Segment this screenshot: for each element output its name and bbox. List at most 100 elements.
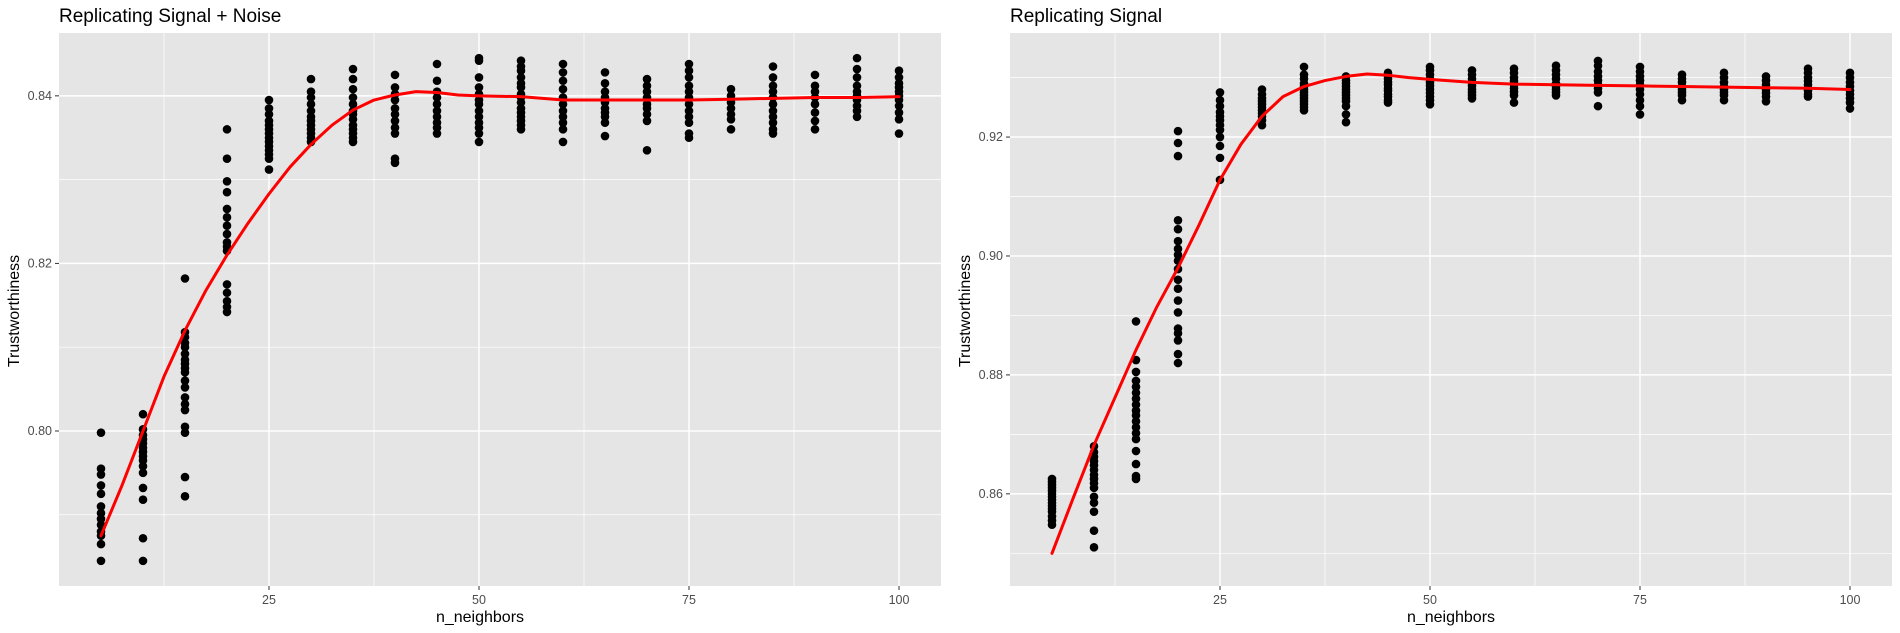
x-tick-label: 100	[889, 593, 910, 607]
data-point	[1215, 153, 1225, 163]
data-point	[558, 125, 568, 134]
data-point	[726, 84, 736, 94]
data-point	[138, 483, 148, 493]
data-point	[1173, 236, 1183, 246]
plot-panel-background	[59, 33, 941, 586]
data-point	[138, 461, 148, 471]
data-point	[222, 204, 232, 214]
data-point	[306, 93, 316, 102]
data-point	[642, 74, 652, 84]
data-point	[894, 66, 904, 76]
y-tick-label: 0.90	[979, 249, 1003, 263]
data-point	[1341, 117, 1351, 127]
data-point	[684, 66, 694, 76]
data-point	[180, 405, 190, 415]
data-point	[1131, 394, 1141, 403]
data-point	[1215, 95, 1225, 105]
data-point	[1173, 308, 1183, 317]
data-point	[474, 129, 484, 138]
data-point	[1173, 358, 1183, 368]
data-point	[1173, 126, 1183, 136]
data-point	[390, 129, 400, 138]
data-point	[222, 288, 232, 298]
data-point	[138, 556, 148, 566]
data-point	[1635, 89, 1645, 99]
data-point	[1089, 543, 1099, 552]
data-point	[1593, 101, 1603, 111]
data-point	[894, 115, 904, 124]
data-point	[96, 428, 106, 437]
data-point	[348, 99, 358, 109]
data-point	[348, 64, 358, 74]
data-point	[516, 66, 526, 76]
data-point	[1131, 428, 1141, 438]
data-point	[558, 76, 568, 86]
plot-panel-background	[1010, 33, 1892, 586]
data-point	[684, 59, 694, 69]
y-tick-label: 0.80	[28, 424, 52, 438]
data-point	[222, 125, 232, 134]
axes: 25 50 75 100 0.80 0.82 0.84	[28, 89, 910, 607]
data-point	[1173, 224, 1183, 234]
data-point	[1509, 91, 1519, 100]
data-point	[222, 280, 232, 289]
data-point	[558, 99, 568, 109]
data-point	[1467, 94, 1477, 103]
data-point	[1131, 400, 1141, 409]
data-point	[138, 495, 148, 504]
data-point	[96, 502, 106, 511]
data-point	[96, 481, 106, 490]
data-point	[768, 129, 778, 138]
data-point	[96, 470, 106, 479]
data-point	[1173, 296, 1183, 305]
data-point	[852, 73, 862, 82]
data-point	[1131, 459, 1141, 469]
data-point	[1089, 492, 1099, 502]
data-point	[1089, 507, 1099, 516]
data-point	[1593, 88, 1603, 97]
data-point	[852, 53, 862, 63]
data-point	[600, 118, 610, 127]
data-point	[810, 116, 820, 126]
data-point	[180, 383, 190, 392]
data-point	[474, 83, 484, 92]
data-point	[768, 99, 778, 109]
data-point	[180, 428, 190, 437]
data-point	[1047, 520, 1057, 530]
data-point	[894, 129, 904, 138]
data-point	[1761, 97, 1771, 106]
y-axis-title: Trustworthiness	[6, 255, 23, 367]
data-point	[306, 99, 316, 109]
smooth-trend-line	[99, 90, 901, 538]
data-point	[894, 101, 904, 111]
x-tick-label: 50	[472, 593, 486, 607]
x-tick-label: 25	[1213, 593, 1227, 607]
data-point	[1089, 526, 1099, 535]
data-point	[390, 70, 400, 80]
data-point	[1173, 284, 1183, 293]
data-point	[474, 137, 484, 147]
data-point	[1299, 62, 1309, 72]
data-point	[1677, 95, 1687, 105]
data-point	[180, 274, 190, 283]
data-point	[684, 99, 694, 109]
data-point	[306, 74, 316, 84]
data-point	[96, 539, 106, 549]
data-point	[390, 158, 400, 168]
data-point	[222, 229, 232, 239]
data-point	[558, 84, 568, 94]
y-tick-label: 0.84	[28, 89, 52, 103]
y-tick-label: 0.92	[979, 130, 1003, 144]
x-tick-label: 75	[682, 593, 696, 607]
data-point	[180, 393, 190, 402]
axes: 25 50 75 100 0.86 0.88 0.90 0.92	[979, 130, 1861, 607]
data-point	[1593, 61, 1603, 71]
x-tick-label: 25	[262, 593, 276, 607]
data-point	[432, 129, 442, 138]
chart-panel-signal-noise: Replicating Signal + Noise n_neighbors T…	[6, 6, 941, 626]
data-point	[1173, 216, 1183, 225]
data-point	[180, 368, 190, 377]
data-point	[810, 99, 820, 109]
data-point	[810, 108, 820, 117]
x-tick-label: 50	[1423, 593, 1437, 607]
